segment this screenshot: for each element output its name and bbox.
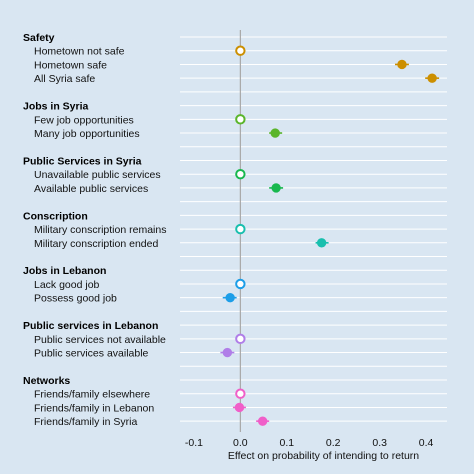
x-tick-label: 0.0 — [233, 437, 248, 449]
level-label: Many job opportunities — [34, 128, 140, 140]
estimate-point — [427, 73, 437, 83]
estimate-point — [225, 292, 235, 303]
group-label: Jobs in Lebanon — [23, 265, 106, 277]
reference-point — [235, 45, 246, 56]
level-label: Possess good job — [34, 293, 117, 305]
group-label: Networks — [23, 375, 70, 387]
level-label: All Syria safe — [34, 73, 95, 85]
level-label: Available public services — [34, 183, 148, 195]
group-label: Public Services in Syria — [23, 155, 142, 167]
estimate-point — [316, 238, 327, 248]
level-label: Friends/family in Lebanon — [34, 402, 154, 414]
reference-point — [235, 114, 246, 125]
estimate-point — [397, 59, 407, 70]
reference-point — [235, 223, 246, 235]
level-label: Friends/family in Syria — [34, 416, 137, 428]
estimate-point — [271, 183, 281, 193]
level-label: Unavailable public services — [34, 169, 161, 181]
estimate-point — [270, 128, 280, 138]
group-label: Conscription — [23, 210, 88, 222]
reference-point — [235, 333, 246, 345]
reference-point — [235, 278, 246, 290]
level-label: Lack good job — [34, 279, 100, 291]
group-label: Safety — [23, 32, 55, 44]
x-axis-title: Effect on probability of intending to re… — [228, 450, 419, 462]
level-label: Public services available — [34, 348, 149, 360]
reference-point — [235, 169, 246, 180]
estimate-point — [234, 402, 245, 413]
level-label: Military conscription ended — [34, 238, 158, 250]
level-label: Friends/family elsewhere — [34, 389, 150, 401]
group-label: Public services in Lebanon — [23, 320, 158, 332]
level-label: Hometown safe — [34, 59, 107, 71]
reference-point — [235, 388, 246, 399]
x-tick-label: 0.2 — [326, 437, 341, 449]
level-label: Hometown not safe — [34, 46, 125, 58]
level-label: Public services not available — [34, 334, 166, 346]
estimate-point — [257, 416, 268, 426]
x-tick-label: 0.3 — [372, 437, 387, 449]
x-tick-label: -0.1 — [185, 437, 203, 449]
level-label: Military conscription remains — [34, 224, 166, 236]
estimate-point — [222, 347, 233, 358]
group-label: Jobs in Syria — [23, 101, 89, 113]
level-label: Few job opportunities — [34, 114, 134, 126]
x-tick-label: 0.1 — [279, 437, 294, 449]
x-tick-label: 0.4 — [419, 437, 434, 449]
